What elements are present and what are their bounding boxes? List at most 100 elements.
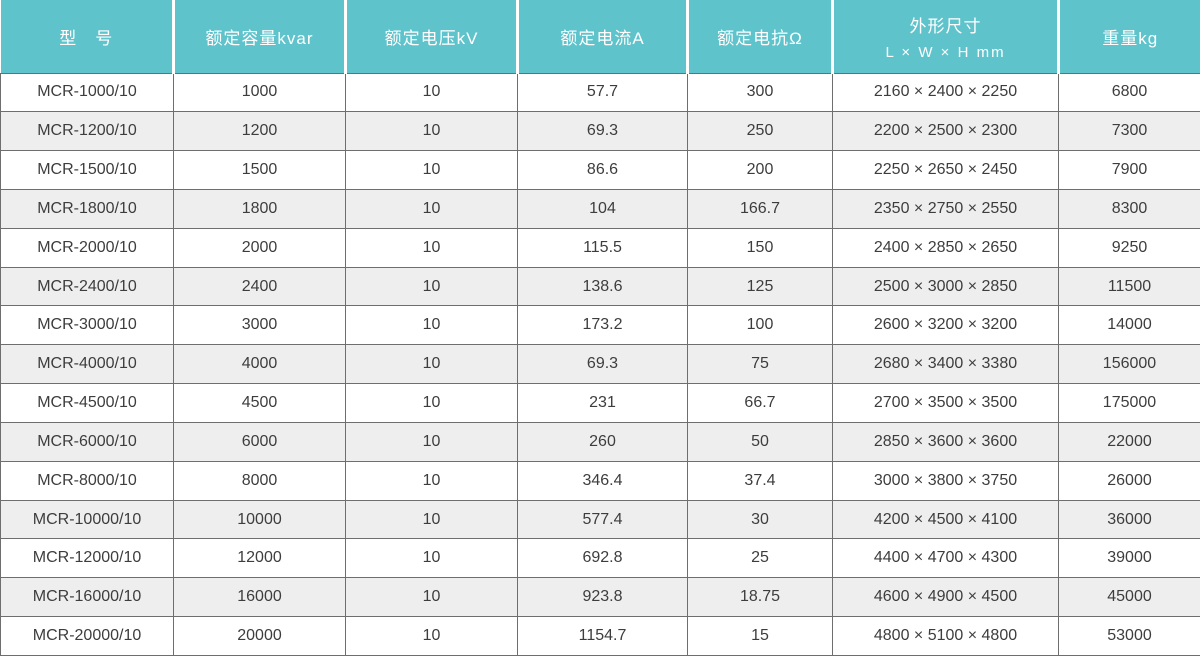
column-header-sublabel: L × W × H mm: [885, 43, 1006, 61]
cell-capacity: 16000: [173, 577, 346, 618]
cell-dimensions: 2350 × 2750 × 2550: [832, 188, 1059, 229]
cell-current: 57.7: [517, 72, 688, 113]
cell-weight: 9250: [1058, 227, 1200, 268]
cell-capacity: 4000: [173, 344, 346, 385]
cell-model: MCR-12000/10: [0, 538, 174, 579]
cell-model: MCR-2400/10: [0, 266, 174, 307]
table-row: MCR-2400/10 2400 10 138.6 125 2500 × 3000 × 2…: [0, 266, 1200, 307]
cell-current: 260: [517, 421, 688, 462]
column-header-capacity: 额定容量kvar: [172, 0, 346, 74]
cell-dimensions: 4200 × 4500 × 4100: [832, 499, 1059, 540]
cell-weight: 156000: [1058, 344, 1200, 385]
cell-reactance: 18.75: [687, 577, 833, 618]
cell-current: 173.2: [517, 305, 688, 346]
cell-weight: 45000: [1058, 577, 1200, 618]
cell-current: 692.8: [517, 538, 688, 579]
cell-capacity: 2000: [173, 227, 346, 268]
cell-voltage: 10: [345, 499, 518, 540]
cell-current: 115.5: [517, 227, 688, 268]
column-header-label: 重量kg: [1102, 28, 1159, 48]
cell-voltage: 10: [345, 538, 518, 579]
cell-dimensions: 2600 × 3200 × 3200: [832, 305, 1059, 346]
cell-dimensions: 3000 × 3800 × 3750: [832, 460, 1059, 501]
cell-weight: 36000: [1058, 499, 1200, 540]
table-row: MCR-10000/10 10000 10 577.4 30 4200 × 4500 × …: [0, 499, 1200, 540]
cell-capacity: 12000: [173, 538, 346, 579]
column-header-label: 外形尺寸: [909, 16, 982, 36]
cell-voltage: 10: [345, 616, 518, 656]
cell-weight: 6800: [1058, 72, 1200, 113]
cell-current: 69.3: [517, 111, 688, 152]
cell-model: MCR-4500/10: [0, 383, 174, 423]
cell-reactance: 150: [687, 227, 833, 268]
cell-capacity: 1800: [173, 188, 346, 229]
cell-weight: 22000: [1058, 421, 1200, 462]
cell-capacity: 2400: [173, 266, 346, 307]
cell-reactance: 125: [687, 266, 833, 307]
cell-current: 104: [517, 188, 688, 229]
cell-current: 138.6: [517, 266, 688, 307]
cell-capacity: 6000: [173, 421, 346, 462]
table-row: MCR-1200/10 1200 10 69.3 250 2200 × 2500 × 23…: [0, 111, 1200, 152]
cell-dimensions: 2400 × 2850 × 2650: [832, 227, 1059, 268]
cell-reactance: 75: [687, 344, 833, 385]
cell-voltage: 10: [345, 150, 518, 190]
cell-weight: 8300: [1058, 188, 1200, 229]
column-header-current: 额定电流A: [516, 0, 688, 74]
column-header-label: 额定电抗Ω: [717, 28, 803, 48]
cell-reactance: 200: [687, 150, 833, 190]
cell-dimensions: 4800 × 5100 × 4800: [832, 616, 1059, 656]
cell-capacity: 8000: [173, 460, 346, 501]
cell-reactance: 100: [687, 305, 833, 346]
cell-voltage: 10: [345, 344, 518, 385]
table-header-row: 型 号 额定容量kvar 额定电压kV 额定电流A 额定电抗Ω 外形尺寸 L ×…: [0, 0, 1200, 74]
cell-voltage: 10: [345, 460, 518, 501]
cell-voltage: 10: [345, 421, 518, 462]
table-row: MCR-3000/10 3000 10 173.2 100 2600 × 3200 × 3…: [0, 305, 1200, 346]
column-header-weight: 重量kg: [1057, 0, 1200, 74]
cell-weight: 26000: [1058, 460, 1200, 501]
table-row: MCR-20000/10 20000 10 1154.7 15 4800 × 5100 ×…: [0, 616, 1200, 656]
cell-model: MCR-2000/10: [0, 227, 174, 268]
cell-model: MCR-8000/10: [0, 460, 174, 501]
cell-model: MCR-1000/10: [0, 72, 174, 113]
cell-capacity: 1500: [173, 150, 346, 190]
cell-capacity: 4500: [173, 383, 346, 423]
column-header-model: 型 号: [0, 0, 174, 74]
column-header-label: 额定电流A: [560, 28, 645, 48]
cell-weight: 7900: [1058, 150, 1200, 190]
cell-reactance: 15: [687, 616, 833, 656]
cell-capacity: 1200: [173, 111, 346, 152]
cell-voltage: 10: [345, 266, 518, 307]
table-row: MCR-6000/10 6000 10 260 50 2850 × 3600 × 3600…: [0, 421, 1200, 462]
cell-model: MCR-3000/10: [0, 305, 174, 346]
cell-dimensions: 2250 × 2650 × 2450: [832, 150, 1059, 190]
table-row: MCR-1000/10 1000 10 57.7 300 2160 × 2400 × 22…: [0, 72, 1200, 113]
cell-reactance: 250: [687, 111, 833, 152]
cell-voltage: 10: [345, 188, 518, 229]
cell-dimensions: 4600 × 4900 × 4500: [832, 577, 1059, 618]
cell-weight: 11500: [1058, 266, 1200, 307]
cell-current: 69.3: [517, 344, 688, 385]
cell-capacity: 10000: [173, 499, 346, 540]
cell-capacity: 1000: [173, 72, 346, 113]
table-row: MCR-1500/10 1500 10 86.6 200 2250 × 2650 × 24…: [0, 150, 1200, 190]
cell-weight: 175000: [1058, 383, 1200, 423]
cell-dimensions: 2500 × 3000 × 2850: [832, 266, 1059, 307]
cell-model: MCR-1200/10: [0, 111, 174, 152]
cell-dimensions: 2160 × 2400 × 2250: [832, 72, 1059, 113]
column-header-dimensions: 外形尺寸 L × W × H mm: [831, 0, 1059, 74]
cell-capacity: 20000: [173, 616, 346, 656]
cell-reactance: 30: [687, 499, 833, 540]
cell-weight: 53000: [1058, 616, 1200, 656]
cell-voltage: 10: [345, 72, 518, 113]
table-row: MCR-2000/10 2000 10 115.5 150 2400 × 2850 × 2…: [0, 227, 1200, 268]
cell-current: 86.6: [517, 150, 688, 190]
cell-dimensions: 2850 × 3600 × 3600: [832, 421, 1059, 462]
cell-voltage: 10: [345, 111, 518, 152]
table-body: MCR-1000/10 1000 10 57.7 300 2160 × 2400 × 22…: [0, 72, 1200, 656]
table-row: MCR-12000/10 12000 10 692.8 25 4400 × 4700 × …: [0, 538, 1200, 579]
cell-dimensions: 2200 × 2500 × 2300: [832, 111, 1059, 152]
table-row: MCR-16000/10 16000 10 923.8 18.75 4600 × 4900…: [0, 577, 1200, 618]
